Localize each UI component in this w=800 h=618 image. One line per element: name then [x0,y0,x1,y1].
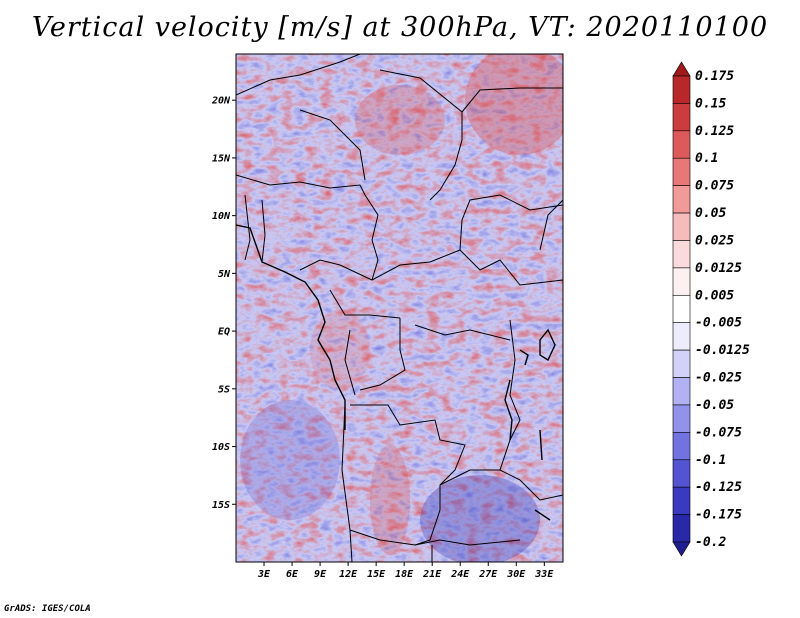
y-axis: 20N 15N 10N 5N EQ 5S 10S 15S [211,96,236,511]
colorbar-label: -0.05 [695,398,734,413]
map-frame [235,53,564,563]
colorbar-label: -0.0125 [695,343,750,358]
colorbar-swatch [672,294,691,324]
colorbar-label: 0.125 [695,124,734,139]
y-tick-label: 10N [212,211,231,222]
x-tick-label: 3E [257,569,271,580]
y-tick-label: 10S [212,442,230,453]
x-tick-label: 15E [367,569,386,580]
x-tick-label: 12E [339,569,358,580]
colorbar-swatch [672,486,691,515]
x-tick-label: 27E [478,569,498,580]
colorbar: 0.175 0.15 0.125 0.1 0.075 0.05 0.025 0.0125 0.0… [672,61,750,557]
x-axis: 3E 6E 9E 12E 15E 18E 21E 24E 27E 30E 33E [257,562,554,580]
x-tick-label: 6E [286,569,299,580]
colorbar-swatch [672,459,691,488]
colorbar-swatch [672,157,691,186]
colorbar-min-arrow [672,541,691,557]
colorbar-swatch [672,377,691,406]
y-tick-label: 20N [211,96,231,107]
colorbar-swatch [672,75,691,104]
colorbar-label: 0.025 [695,233,734,248]
colorbar-swatch [672,130,691,159]
colorbar-swatch [672,432,691,461]
colorbar-label: 0.005 [695,288,734,303]
x-tick-label: 21E [422,569,442,580]
colorbar-label: 0.15 [695,96,726,111]
colorbar-label: -0.075 [695,425,742,440]
colorbar-swatch [672,267,691,296]
colorbar-label: 0.0125 [695,261,742,276]
y-tick-label: 15N [212,153,231,164]
x-tick-label: 9E [314,569,327,580]
colorbar-label: -0.175 [695,508,742,523]
x-tick-label: 33E [534,569,554,580]
x-tick-label: 18E [395,569,414,580]
colorbar-swatch [672,212,691,241]
colorbar-swatch [672,185,691,214]
colorbar-swatch [672,404,691,433]
grads-credit: GrADS: IGES/COLA [4,604,91,614]
y-tick-label: 5S [218,384,230,395]
colorbar-label: -0.1 [695,453,726,468]
map-field [236,54,563,562]
colorbar-swatch [672,240,691,269]
x-tick-label: 24E [450,569,470,580]
y-tick-label: 5N [218,269,231,280]
chart-title: Vertical velocity [m/s] at 300hPa, VT: 2… [31,12,769,43]
colorbar-swatch [672,322,691,351]
y-tick-label: EQ [218,327,230,338]
colorbar-label: -0.025 [695,371,742,386]
colorbar-label: 0.075 [695,179,734,194]
colorbar-swatch [672,103,691,132]
colorbar-label: 0.05 [695,206,726,221]
colorbar-swatch [672,349,691,378]
y-tick-label: 15S [212,500,230,511]
colorbar-label: 0.1 [695,151,718,166]
colorbar-label: 0.175 [695,69,734,84]
colorbar-label: -0.125 [695,480,742,495]
colorbar-swatch [672,514,691,543]
colorbar-max-arrow [672,61,691,77]
x-tick-label: 30E [506,569,526,580]
colorbar-label: -0.2 [695,535,726,550]
colorbar-label: -0.005 [695,316,742,331]
